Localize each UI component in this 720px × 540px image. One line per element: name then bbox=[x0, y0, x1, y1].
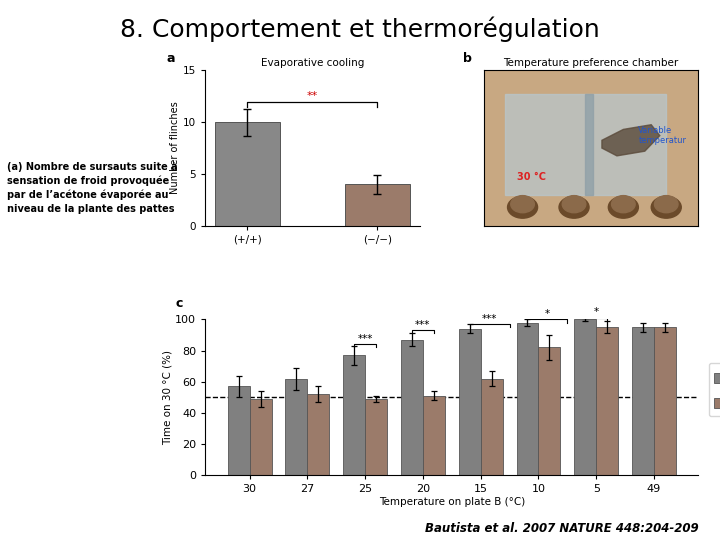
Text: *: * bbox=[594, 307, 599, 318]
Legend: TRPM8$^{+/+}$, TRPM8$^{-/-}$: TRPM8$^{+/+}$, TRPM8$^{-/-}$ bbox=[709, 363, 720, 416]
Bar bbox=[585, 93, 593, 195]
Circle shape bbox=[559, 197, 589, 218]
Bar bbox=[654, 327, 676, 475]
Text: Bautista et al. 2007 NATURE 448:204-209: Bautista et al. 2007 NATURE 448:204-209 bbox=[425, 522, 698, 535]
Text: 8. Comportement et thermorégulation: 8. Comportement et thermorégulation bbox=[120, 16, 600, 42]
Bar bbox=[459, 329, 481, 475]
Text: ***: *** bbox=[482, 314, 498, 323]
Bar bbox=[539, 347, 560, 475]
Text: 30 °C: 30 °C bbox=[517, 172, 546, 183]
Text: **: ** bbox=[307, 91, 318, 102]
Title: Temperature preference chamber: Temperature preference chamber bbox=[503, 58, 679, 68]
Bar bbox=[250, 399, 271, 475]
Text: ***: *** bbox=[357, 334, 373, 344]
Bar bbox=[516, 322, 539, 475]
Y-axis label: Time on 30 °C (%): Time on 30 °C (%) bbox=[163, 350, 172, 445]
Circle shape bbox=[608, 197, 639, 218]
Circle shape bbox=[510, 195, 534, 213]
Bar bbox=[343, 355, 365, 475]
Y-axis label: Number of flinches: Number of flinches bbox=[170, 102, 180, 194]
Text: Variable
temperatur: Variable temperatur bbox=[639, 126, 686, 145]
Bar bbox=[307, 394, 329, 475]
Circle shape bbox=[611, 195, 635, 213]
Text: *: * bbox=[545, 309, 550, 319]
Bar bbox=[285, 379, 307, 475]
Bar bbox=[481, 379, 503, 475]
Circle shape bbox=[508, 197, 538, 218]
Polygon shape bbox=[602, 125, 660, 156]
Bar bbox=[215, 122, 280, 226]
X-axis label: Temperature on plate B (°C): Temperature on plate B (°C) bbox=[379, 497, 525, 507]
Bar bbox=[505, 93, 666, 195]
Bar bbox=[596, 327, 618, 475]
Bar bbox=[632, 327, 654, 475]
Bar bbox=[365, 399, 387, 475]
Text: c: c bbox=[176, 297, 183, 310]
Circle shape bbox=[651, 197, 681, 218]
Circle shape bbox=[562, 195, 586, 213]
Text: (a) Nombre de sursauts suite à
sensation de froid provoquée
par de l’acétone éva: (a) Nombre de sursauts suite à sensation… bbox=[7, 162, 178, 213]
Text: a: a bbox=[166, 52, 175, 65]
Text: ***: *** bbox=[415, 320, 431, 330]
Bar bbox=[423, 396, 445, 475]
Bar bbox=[228, 387, 250, 475]
Title: Evaporative cooling: Evaporative cooling bbox=[261, 58, 364, 68]
Bar bbox=[401, 340, 423, 475]
Bar bbox=[345, 185, 410, 226]
Bar bbox=[575, 320, 596, 475]
Text: b: b bbox=[462, 52, 472, 65]
Circle shape bbox=[654, 195, 678, 213]
